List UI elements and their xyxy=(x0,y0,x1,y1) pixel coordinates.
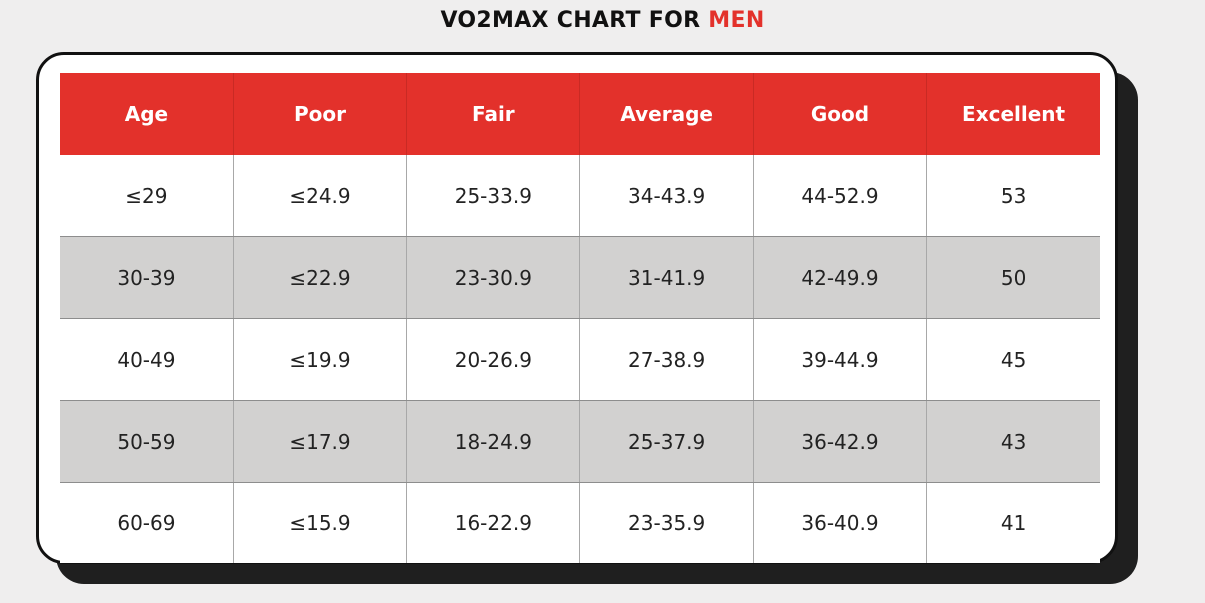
cell-fair: 20-26.9 xyxy=(406,318,580,401)
table-row: 60-69 ≤15.9 16-22.9 23-35.9 36-40.9 41 xyxy=(60,482,1100,563)
cell-average: 34-43.9 xyxy=(579,155,754,237)
cell-excellent: 43 xyxy=(926,400,1100,483)
header-good: Good xyxy=(752,73,927,155)
cell-excellent: 53 xyxy=(926,155,1100,237)
cell-age: ≤29 xyxy=(60,155,234,237)
cell-average: 23-35.9 xyxy=(579,482,754,563)
table-row: 40-49 ≤19.9 20-26.9 27-38.9 39-44.9 45 xyxy=(60,318,1100,401)
cell-excellent: 50 xyxy=(926,236,1100,319)
vo2max-table: Age Poor Fair Average Good Excellent ≤29… xyxy=(60,73,1100,563)
table-row: 30-39 ≤22.9 23-30.9 31-41.9 42-49.9 50 xyxy=(60,236,1100,319)
cell-excellent: 45 xyxy=(926,318,1100,401)
cell-age: 50-59 xyxy=(60,400,234,483)
cell-good: 39-44.9 xyxy=(752,318,927,401)
header-fair: Fair xyxy=(406,73,580,155)
cell-poor: ≤22.9 xyxy=(232,236,407,319)
header-poor: Poor xyxy=(232,73,407,155)
table-header-row: Age Poor Fair Average Good Excellent xyxy=(60,73,1100,155)
cell-age: 40-49 xyxy=(60,318,234,401)
cell-fair: 23-30.9 xyxy=(406,236,580,319)
cell-average: 27-38.9 xyxy=(579,318,754,401)
cell-fair: 25-33.9 xyxy=(406,155,580,237)
cell-good: 36-42.9 xyxy=(752,400,927,483)
cell-poor: ≤24.9 xyxy=(232,155,407,237)
cell-poor: ≤17.9 xyxy=(232,400,407,483)
cell-poor: ≤15.9 xyxy=(232,482,407,563)
cell-fair: 18-24.9 xyxy=(406,400,580,483)
table-row: 50-59 ≤17.9 18-24.9 25-37.9 36-42.9 43 xyxy=(60,400,1100,483)
header-excellent: Excellent xyxy=(926,73,1100,155)
cell-poor: ≤19.9 xyxy=(232,318,407,401)
cell-good: 44-52.9 xyxy=(752,155,927,237)
cell-fair: 16-22.9 xyxy=(406,482,580,563)
cell-good: 36-40.9 xyxy=(752,482,927,563)
cell-average: 31-41.9 xyxy=(579,236,754,319)
cell-average: 25-37.9 xyxy=(579,400,754,483)
cell-age: 30-39 xyxy=(60,236,234,319)
cell-good: 42-49.9 xyxy=(752,236,927,319)
chart-title-highlight: MEN xyxy=(708,8,765,33)
chart-title: VO2MAX CHART FOR MEN xyxy=(0,8,1205,33)
cell-age: 60-69 xyxy=(60,482,234,563)
cell-excellent: 41 xyxy=(926,482,1100,563)
header-average: Average xyxy=(579,73,754,155)
header-age: Age xyxy=(60,73,234,155)
table-row: ≤29 ≤24.9 25-33.9 34-43.9 44-52.9 53 xyxy=(60,155,1100,237)
chart-title-prefix: VO2MAX CHART FOR xyxy=(440,8,709,33)
